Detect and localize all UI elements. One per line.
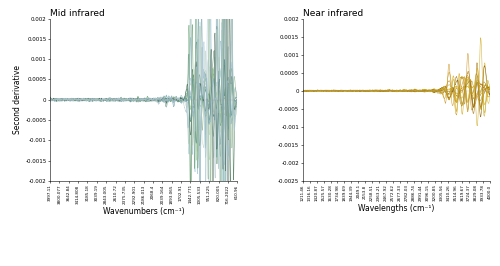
X-axis label: Wavelengths (cm⁻¹): Wavelengths (cm⁻¹) <box>358 204 434 213</box>
X-axis label: Wavenumbers (cm⁻¹): Wavenumbers (cm⁻¹) <box>103 207 184 216</box>
Y-axis label: Second derivative: Second derivative <box>14 65 22 134</box>
Text: Near infrared: Near infrared <box>303 9 363 18</box>
Text: Mid infrared: Mid infrared <box>50 9 105 18</box>
